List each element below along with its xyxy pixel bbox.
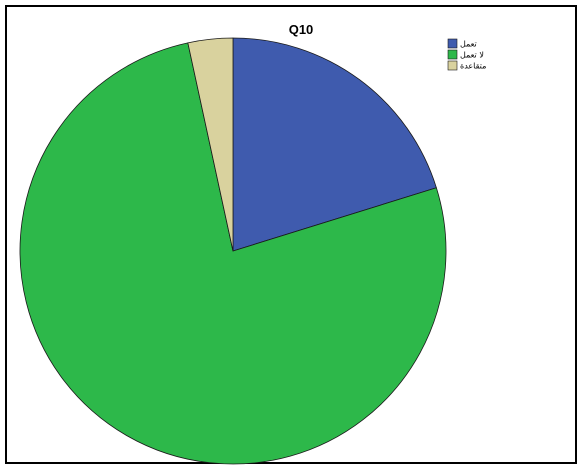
pie-slice-3 <box>187 37 234 252</box>
legend-swatch-2 <box>447 49 458 60</box>
chart-frame: Q10 تعمل لا تعمل متقاعدة <box>5 5 577 465</box>
pie-slice-2 <box>19 42 447 465</box>
pie-chart: Q10 تعمل لا تعمل متقاعدة <box>19 22 486 465</box>
legend-swatch-1 <box>447 38 458 49</box>
chart-title: Q10 <box>289 22 314 37</box>
legend-label-1: تعمل <box>460 40 477 49</box>
legend-label-3: متقاعدة <box>460 62 486 71</box>
legend-swatch-3 <box>447 60 458 71</box>
pie-slice-1 <box>232 37 437 252</box>
legend-label-2: لا تعمل <box>460 51 484 60</box>
legend: تعمل لا تعمل متقاعدة <box>447 38 486 71</box>
pie-slices <box>19 37 447 465</box>
